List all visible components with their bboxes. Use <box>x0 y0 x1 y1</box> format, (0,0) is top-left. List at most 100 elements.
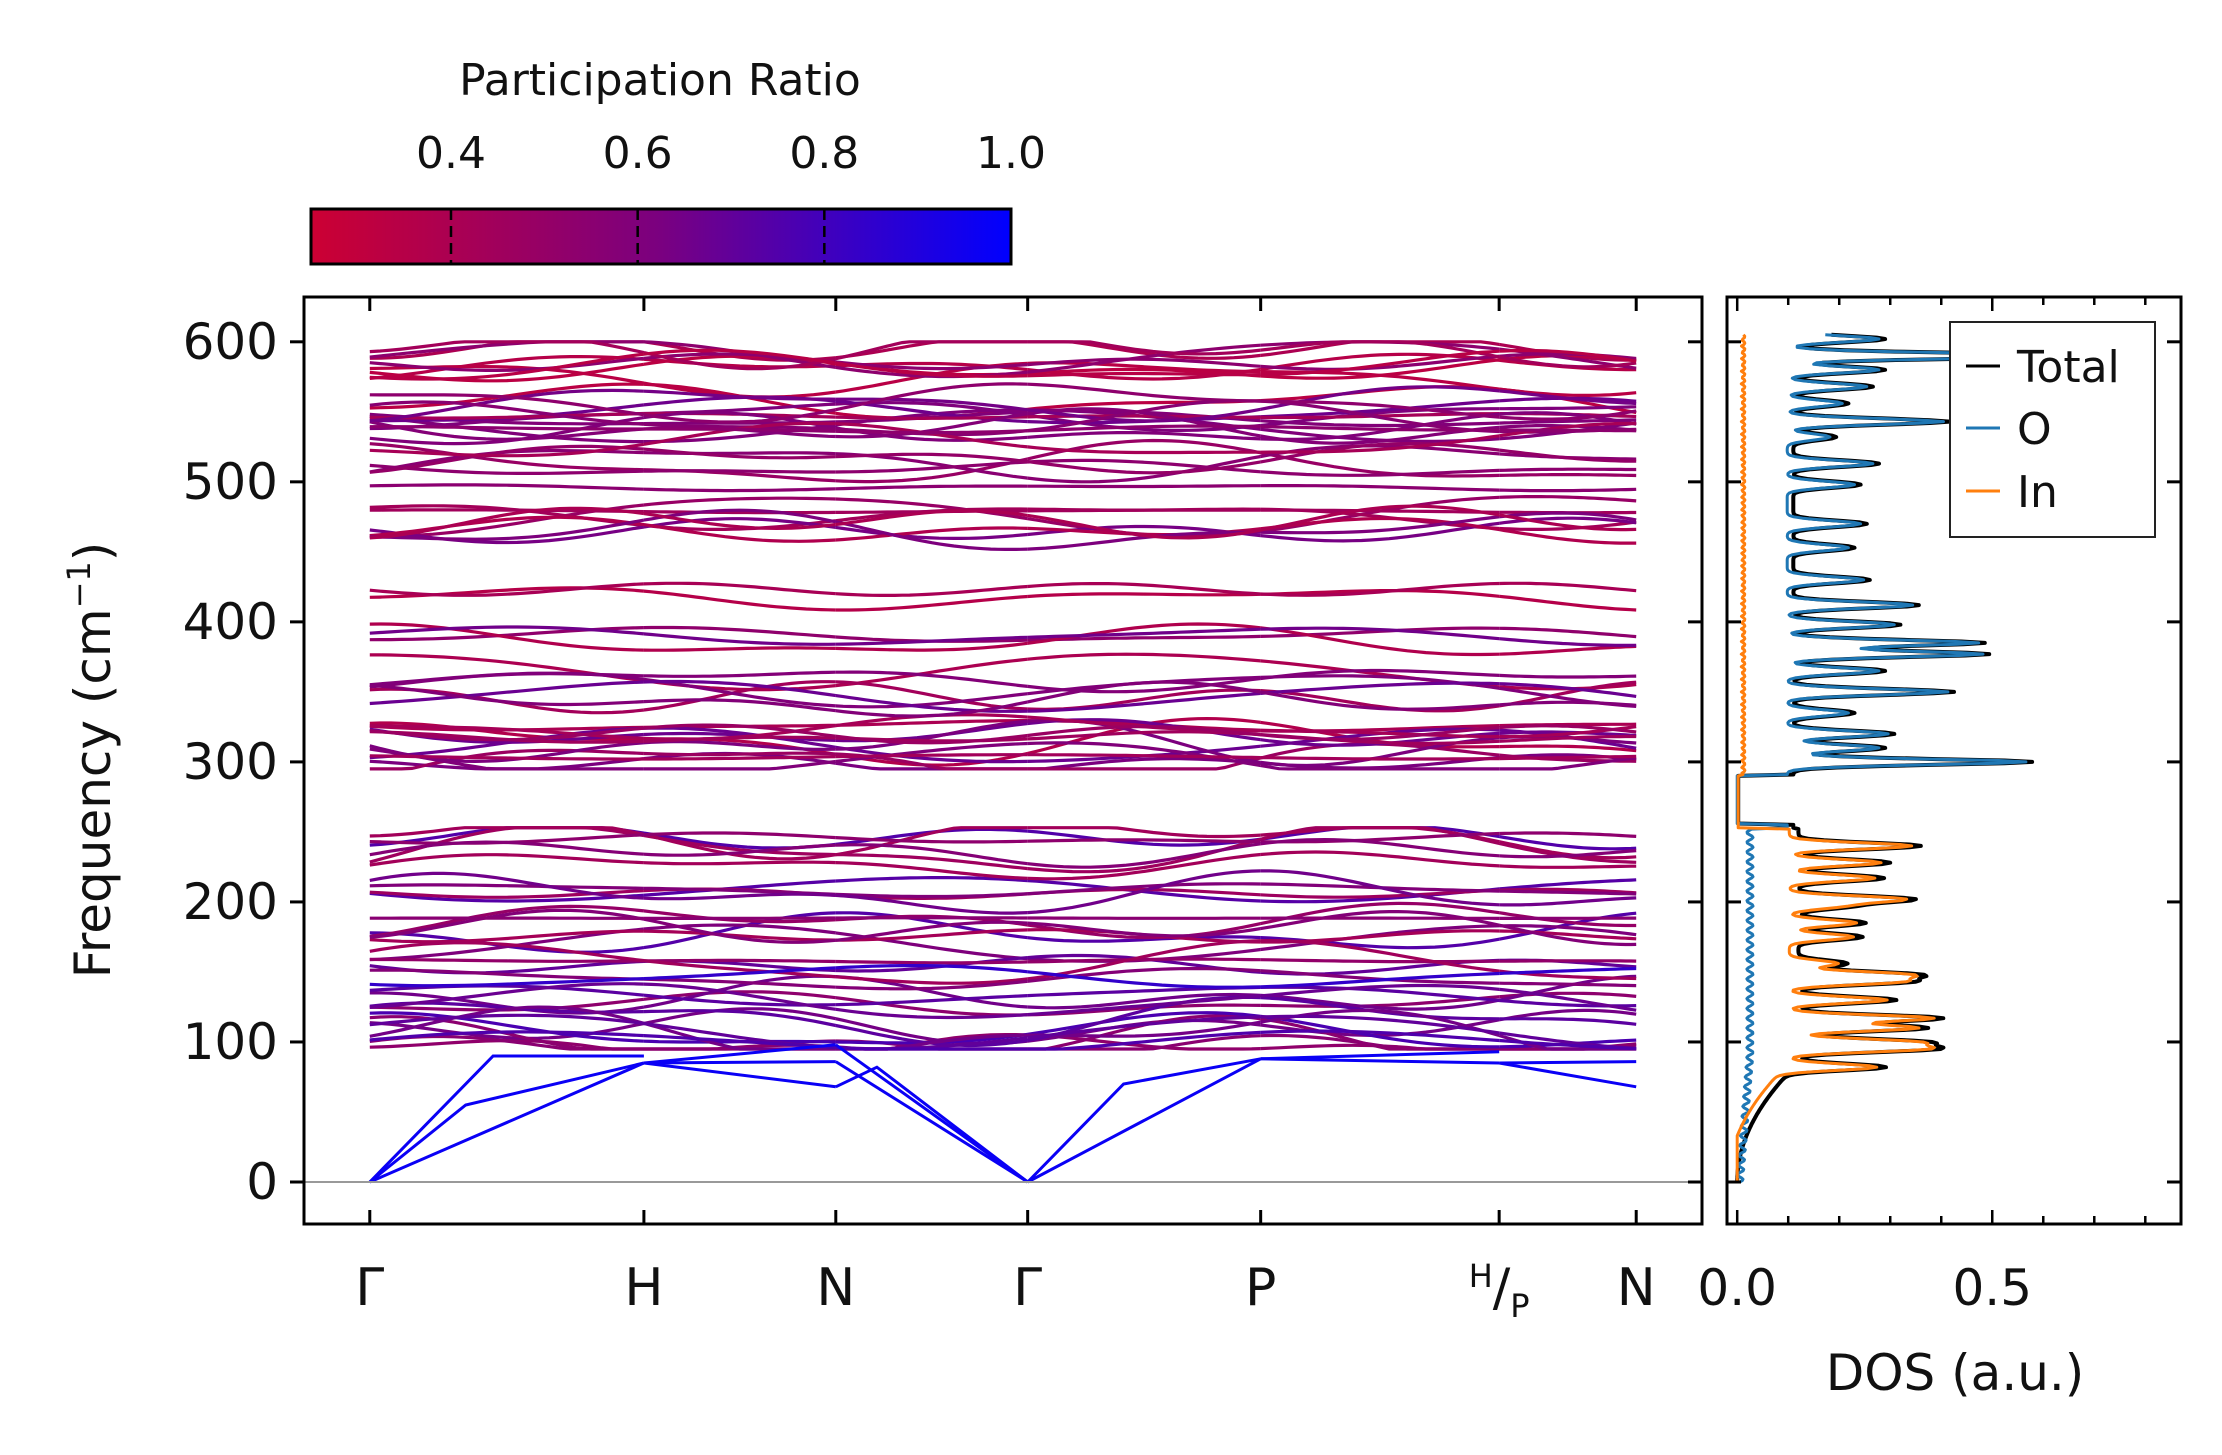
phonon-band-line <box>1260 938 1500 973</box>
phonon-band-line <box>1260 504 1500 532</box>
colorbar-tick-label: 1.0 <box>976 128 1046 179</box>
phonon-band-line <box>369 1030 644 1042</box>
phonon-band-line <box>643 759 836 771</box>
phonon-band-line <box>643 625 836 639</box>
phonon-band-line <box>1498 355 1637 369</box>
phonon-band-line <box>643 469 836 474</box>
phonon-band-line <box>1499 594 1637 612</box>
phonon-band-line <box>835 340 1028 361</box>
phonon-band-line <box>1260 468 1500 477</box>
phonon-band-line <box>643 879 836 897</box>
phonon-band-line <box>1260 354 1500 371</box>
k-point-label-break: H/P <box>1469 1257 1530 1325</box>
phonon-band-line <box>643 427 836 433</box>
phonon-band-line <box>1499 448 1637 463</box>
phonon-band-line <box>1260 681 1500 695</box>
phonon-band-line <box>1260 756 1500 761</box>
acoustic-branch <box>835 1060 1029 1184</box>
phonon-band-line <box>1260 726 1500 742</box>
phonon-band-line <box>1027 838 1261 844</box>
phonon-band-line <box>1499 637 1637 647</box>
y-tick-label: 300 <box>183 733 278 791</box>
phonon-band-line <box>1499 405 1637 411</box>
y-axis-label-close: ) <box>64 542 122 562</box>
legend-in-label: In <box>2017 467 2058 518</box>
phonon-band-line <box>1499 966 1637 976</box>
phonon-band-line <box>369 442 644 472</box>
phonon-band-line <box>643 751 836 757</box>
dos-y-ticks <box>1727 340 2181 1184</box>
k-point-label: H <box>624 1258 663 1318</box>
phonon-band-line <box>643 831 836 840</box>
phonon-band-line <box>369 754 644 761</box>
phonon-band-line <box>1499 987 1637 1012</box>
phonon-band-line <box>369 853 644 867</box>
phonon-band-line <box>643 357 836 369</box>
phonon-band-line <box>1498 911 1637 928</box>
phonon-band-line <box>1499 831 1637 838</box>
phonon-band-line <box>1260 837 1500 858</box>
acoustic-branch <box>643 1060 836 1065</box>
phonon-band-line <box>1027 424 1261 433</box>
phonon-band-line <box>643 755 836 761</box>
phonon-band-line <box>835 843 1028 866</box>
phonon-band-line <box>643 646 836 652</box>
phonon-band-line <box>369 871 644 900</box>
phonon-band-line <box>1027 725 1261 738</box>
phonon-band-line <box>1260 434 1500 454</box>
phonon-band-line <box>643 860 836 866</box>
acoustic-branch <box>643 1061 836 1089</box>
phonon-band-line <box>1499 724 1637 734</box>
phonon-band-line <box>1260 407 1500 428</box>
phonon-band-line <box>1027 882 1261 896</box>
legend-o-label: O <box>2017 404 2052 455</box>
phonon-band-line <box>835 826 1028 857</box>
acoustic-branch <box>834 1043 1029 1184</box>
phonon-band-line <box>1027 343 1261 374</box>
phonon-band-line <box>1260 399 1500 419</box>
phonon-band-line <box>369 362 645 383</box>
phonon-band-line <box>643 959 836 979</box>
phonon-band-line <box>1027 939 1261 981</box>
phonon-band-line <box>369 748 644 771</box>
phonon-band-line <box>643 348 837 365</box>
phonon-band-line <box>835 452 1028 464</box>
phonon-band-line <box>1499 487 1637 493</box>
phonon-band-line <box>1027 530 1261 551</box>
phonon-band-line <box>1498 911 1637 941</box>
phonon-band-line <box>835 1045 1028 1051</box>
phonon-band-line <box>835 1007 1028 1020</box>
y-axis-label-text: Frequency (cm <box>64 608 122 978</box>
acoustic-branch <box>368 1061 645 1184</box>
phonon-band-line <box>369 927 645 962</box>
phonon-band-line <box>1499 700 1637 707</box>
phonon-band-line <box>1499 495 1637 503</box>
dos-x-ticks: 0.0 0.5 <box>1697 297 2147 1317</box>
phonon-band-line <box>1498 923 1637 947</box>
phonon-band-line <box>369 721 644 741</box>
phonon-band-line <box>1027 756 1262 771</box>
phonon-band-line <box>643 589 836 612</box>
phonon-band-line <box>835 876 1028 883</box>
phonon-band-line <box>369 671 645 687</box>
phonon-band-line <box>1260 1017 1500 1051</box>
phonon-band-line <box>1260 993 1500 1011</box>
phonon-band-line <box>835 526 1028 542</box>
phonon-band-line <box>835 836 1028 844</box>
phonon-band-line <box>1499 744 1637 753</box>
phonon-band-line <box>1260 971 1500 989</box>
phonon-band-line <box>835 994 1028 1007</box>
phonon-band-line <box>835 719 1028 751</box>
phonon-band-line <box>643 679 837 698</box>
phonon-band-line <box>1260 349 1500 377</box>
phonon-band-line <box>835 594 1028 612</box>
k-break-sup: H <box>1469 1257 1493 1295</box>
phonon-band-line <box>643 680 836 712</box>
dos-legend: Total O In <box>1949 321 2156 538</box>
phonon-band-line <box>1027 992 1261 1010</box>
phonon-band-line <box>369 515 645 538</box>
acoustic-branch <box>1260 1050 1500 1061</box>
phonon-band-line <box>643 917 836 944</box>
phonon-band-line <box>1027 1033 1261 1051</box>
